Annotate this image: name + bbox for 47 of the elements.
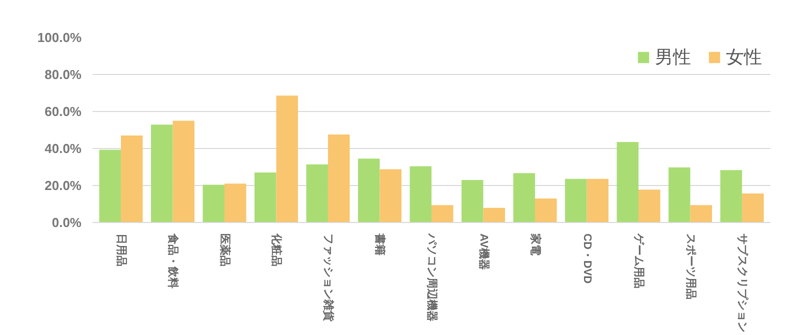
x-tick-label: 化粧品: [270, 232, 284, 266]
bar: [483, 208, 505, 222]
bar: [150, 124, 173, 222]
x-tick-label: ファッション雑貨: [322, 234, 335, 322]
x-tick-label: AV機器: [477, 234, 490, 270]
bar: [432, 205, 454, 222]
bar: [668, 167, 690, 222]
x-tick-label: 日用品: [114, 234, 127, 266]
x-tick-label: CD・DVD: [580, 234, 593, 284]
bar: [254, 172, 276, 222]
x-tick-label: スポーツ用品: [684, 234, 696, 300]
x-tick-label: 食品・飲料: [166, 232, 180, 288]
bar: [380, 169, 402, 222]
bar: [120, 136, 143, 222]
bar: [462, 180, 484, 222]
y-tick-label: 20.0%: [44, 178, 82, 193]
x-tick-label: パソコン周辺機器: [426, 232, 438, 322]
bar: [586, 178, 609, 222]
bar: [328, 134, 350, 222]
bar: [358, 158, 380, 222]
bar: [690, 205, 712, 222]
y-tick-label: 100.0%: [37, 30, 82, 45]
bar: [513, 173, 536, 222]
y-tick-label: 0.0%: [52, 215, 82, 230]
bar: [720, 170, 742, 222]
y-tick-label: 40.0%: [44, 141, 82, 156]
y-tick-label: 80.0%: [44, 67, 82, 82]
bar: [565, 178, 587, 222]
y-tick-label: 60.0%: [44, 104, 82, 119]
x-tick-label: 医薬品: [218, 234, 232, 266]
bar: [172, 120, 194, 222]
bar: [99, 150, 121, 222]
bar: [410, 166, 432, 222]
x-tick-label: ゲーム用品: [632, 232, 645, 288]
bar: [276, 96, 298, 222]
bar: [638, 190, 660, 222]
x-tick-label: 書籍: [374, 232, 387, 256]
bar: [535, 198, 557, 222]
bar: [224, 184, 246, 222]
x-tick-label: 家電: [529, 232, 542, 256]
bar: [616, 142, 639, 222]
bar: [202, 184, 224, 222]
bar: [306, 164, 328, 222]
legend-label: 女性: [726, 46, 762, 69]
x-tick-label: サブスクリプション: [736, 234, 750, 332]
legend-label: 男性: [655, 46, 691, 69]
bar: [742, 193, 764, 222]
